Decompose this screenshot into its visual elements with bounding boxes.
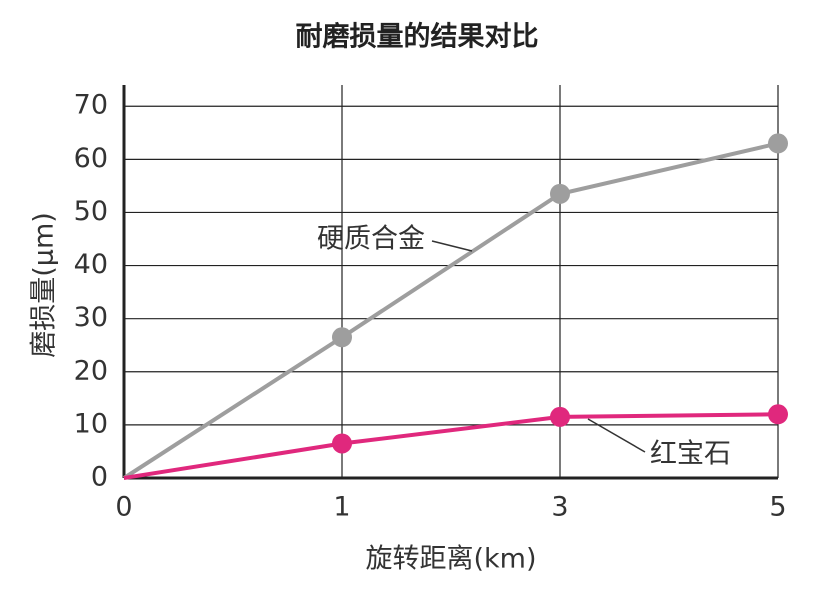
x-tick-label: 0 [115,492,132,523]
data-point [550,183,570,204]
x-axis-title: 旋转距离(km) [365,544,536,575]
leader-line [587,418,646,453]
data-point [768,133,788,154]
series-label: 硬质合金 [317,224,425,255]
data-point [550,406,570,427]
y-tick-label: 0 [91,462,108,493]
y-axis-title: 磨损量(μm) [29,212,60,358]
y-tick-label: 20 [74,355,108,386]
series-line [123,412,779,480]
y-tick-label: 30 [74,302,108,333]
y-tick-label: 10 [74,408,108,439]
y-tick-label: 70 [74,90,108,121]
x-tick-label: 3 [551,492,568,523]
series-line [122,141,779,480]
chart-title: 耐磨损量的结果对比 [296,21,539,53]
x-tick-label: 5 [769,492,786,523]
data-point [768,404,788,425]
data-point [332,433,352,454]
series-label: 红宝石 [650,439,731,470]
x-tick-label: 1 [333,492,350,523]
data-point [332,327,352,348]
y-tick-label: 40 [74,249,108,280]
leader-line [431,240,473,252]
y-tick-label: 60 [74,143,108,174]
y-tick-label: 50 [74,196,108,227]
